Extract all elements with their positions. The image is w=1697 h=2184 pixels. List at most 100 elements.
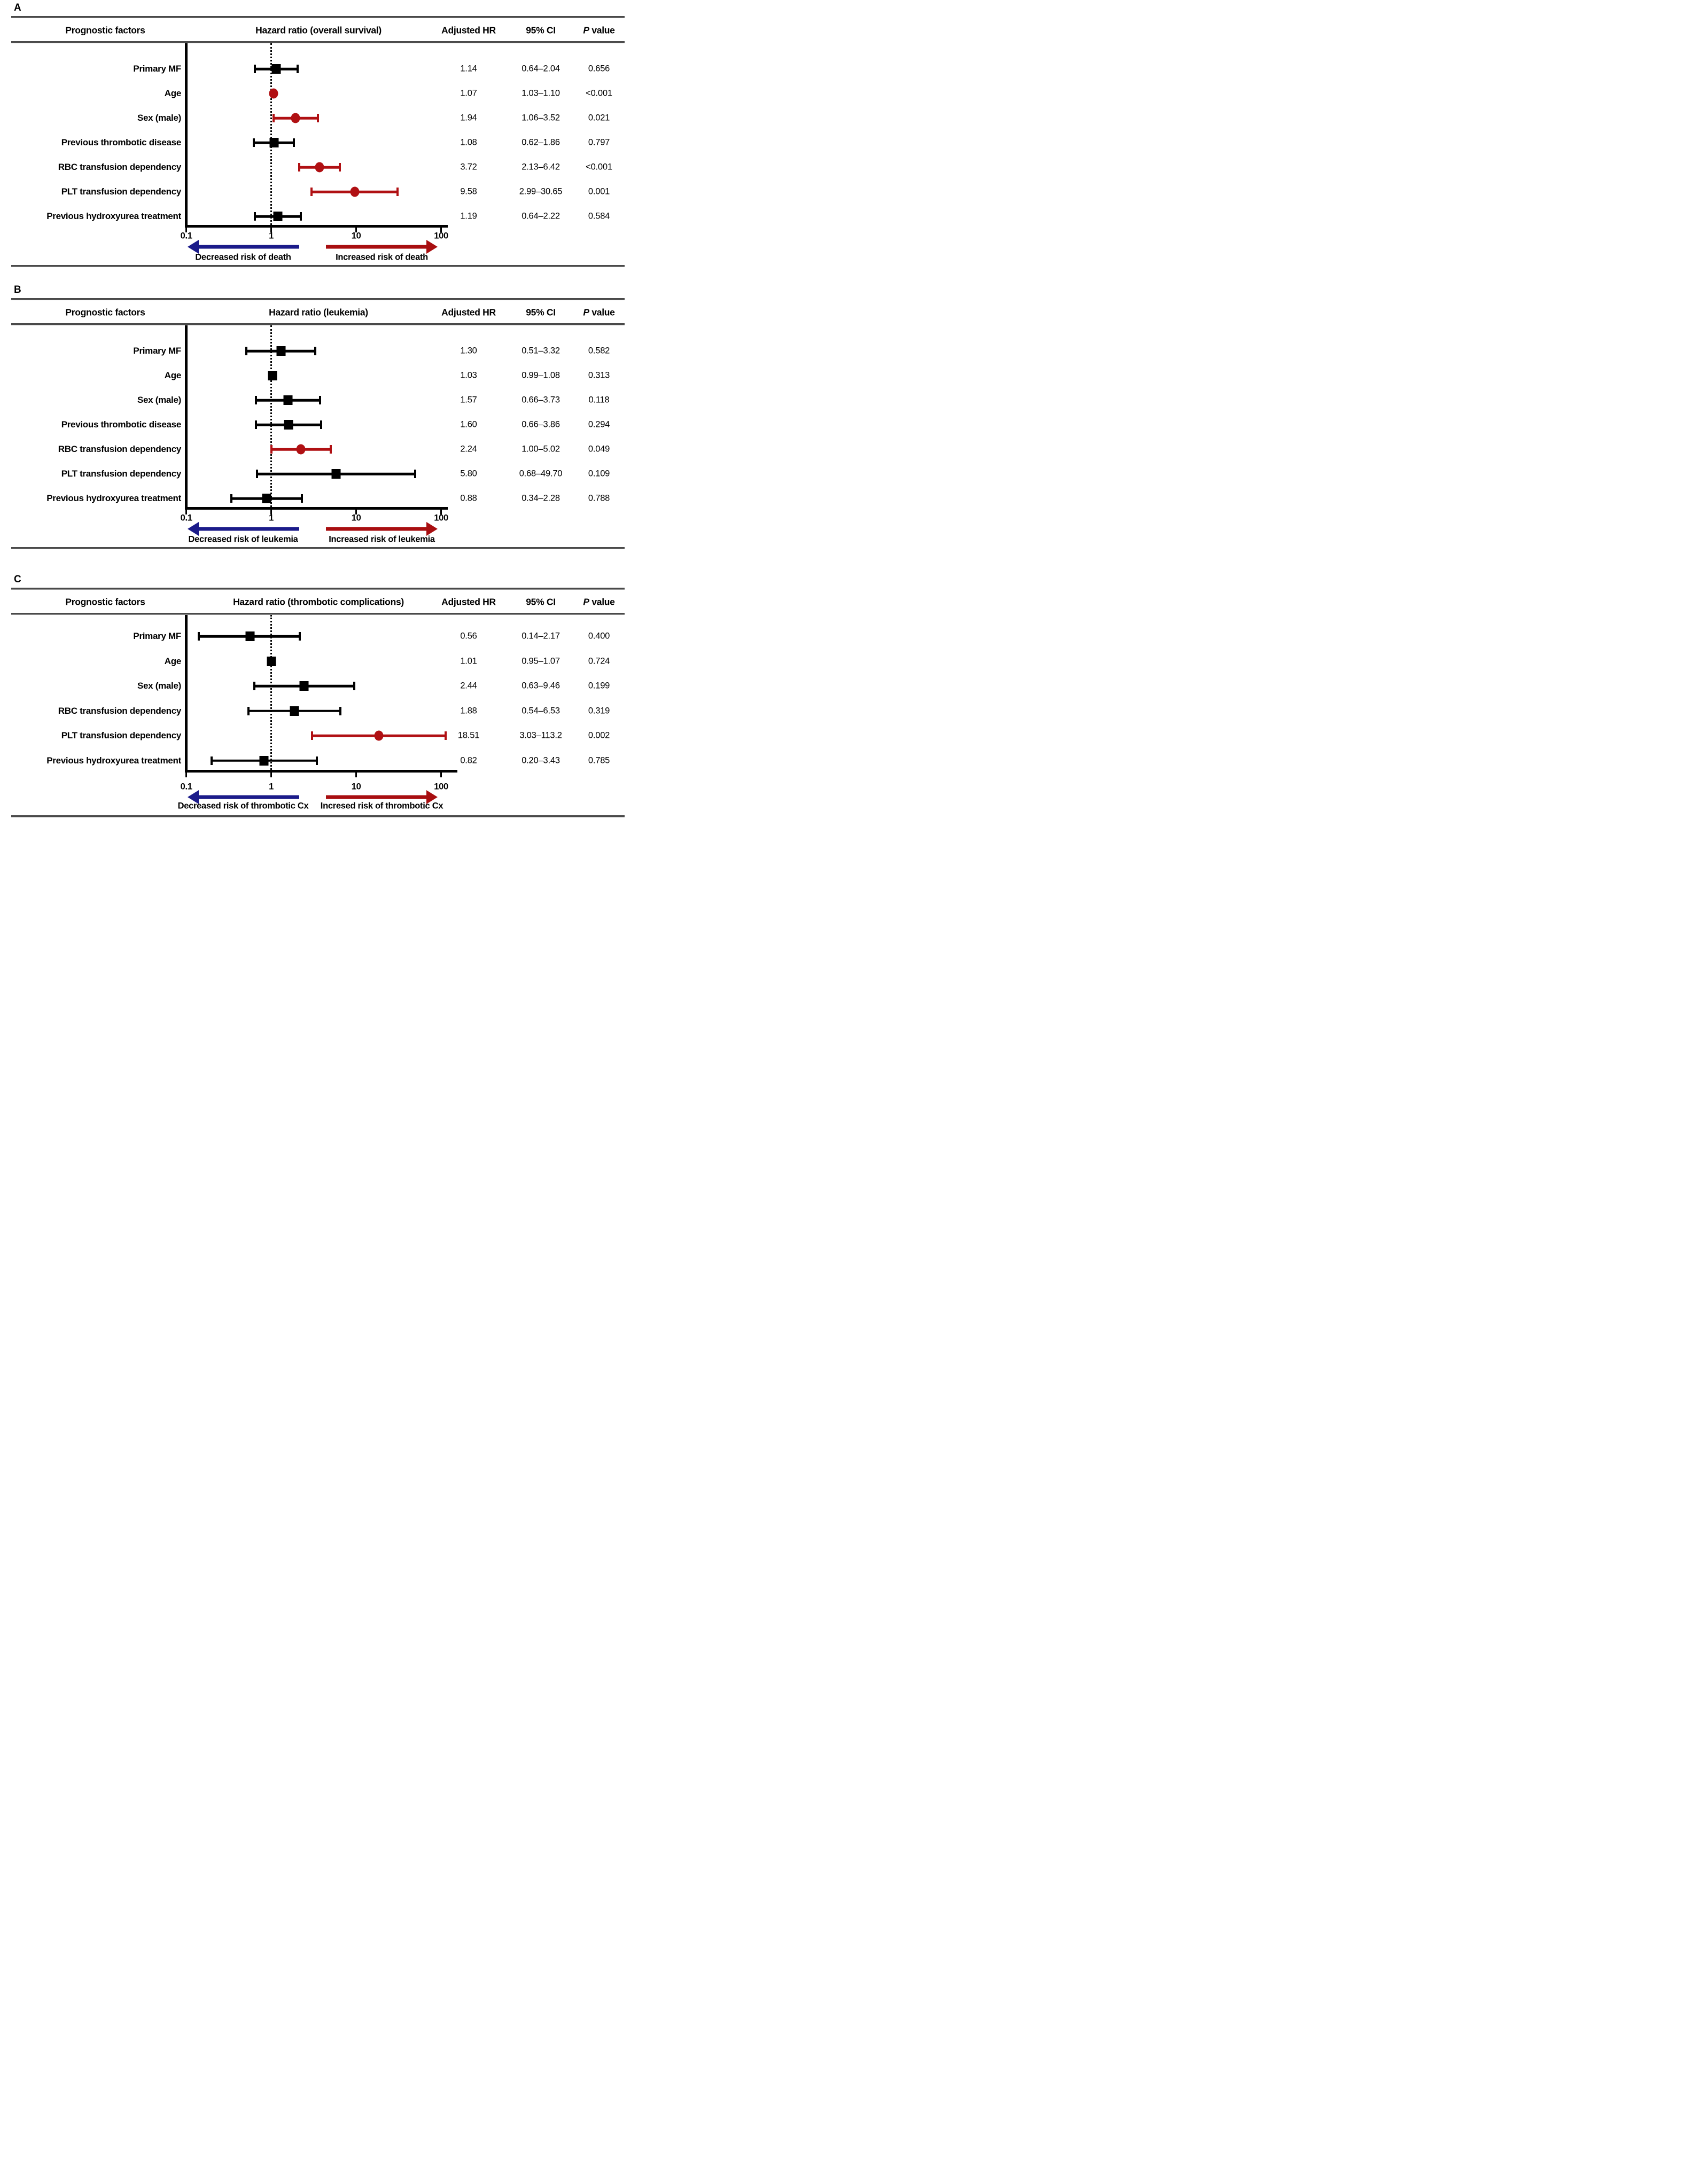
hr-marker-square	[290, 706, 299, 716]
forest-plot-figure: A Prognostic factors Hazard ratio (overall…	[0, 0, 636, 818]
value-ci: 0.66–3.86	[521, 419, 560, 430]
decrease-arrow-label: Decreased risk of death	[195, 252, 291, 262]
ci-cap-low	[253, 65, 256, 73]
reference-dotted-line	[270, 43, 273, 225]
row-label: Primary MF	[133, 631, 181, 641]
panel-label: B	[14, 284, 21, 295]
value-pvalue: 0.199	[588, 681, 610, 691]
row-label: Sex (male)	[137, 681, 181, 691]
hr-marker-square	[283, 395, 293, 405]
value-adjusted-hr: 0.56	[460, 631, 477, 641]
axis-tick	[270, 772, 273, 777]
axis-tick	[355, 772, 357, 777]
row-label: PLT transfusion dependency	[61, 730, 182, 740]
axis-tick	[270, 227, 273, 232]
value-pvalue: 0.021	[588, 113, 610, 123]
value-ci: 1.00–5.02	[521, 444, 560, 454]
ci-cap-high	[396, 188, 399, 196]
ci-cap-low	[298, 163, 300, 171]
plot-left-axis-line	[185, 615, 188, 770]
value-adjusted-hr: 1.60	[460, 419, 477, 430]
ci-cap-high	[316, 114, 319, 122]
plot-left-axis-line	[185, 43, 188, 225]
row-label: Primary MF	[133, 346, 181, 356]
panel-bottom-rule	[11, 265, 625, 267]
value-ci: 0.95–1.07	[521, 656, 560, 666]
value-adjusted-hr: 2.44	[460, 681, 477, 691]
decrease-arrow-label: Decreased risk of thrombotic Cx	[177, 801, 309, 811]
value-pvalue: 0.001	[588, 186, 610, 197]
header-rule-top	[11, 588, 625, 590]
value-pvalue: <0.001	[586, 88, 612, 98]
value-pvalue: 0.319	[588, 706, 610, 715]
axis-tick-label: 0.1	[180, 782, 192, 792]
row-label: PLT transfusion dependency	[61, 469, 182, 479]
panel-title: Hazard ratio (overall survival)	[255, 25, 382, 36]
value-ci: 0.62–1.86	[521, 137, 560, 147]
axis-tick	[440, 772, 442, 777]
value-ci: 0.64–2.04	[521, 64, 560, 74]
axis-tick	[440, 227, 442, 232]
value-ci: 0.66–3.73	[521, 395, 560, 405]
value-ci: 0.14–2.17	[521, 631, 560, 641]
column-header-pvalue: P value	[583, 25, 614, 36]
axis-tick-label: 0.1	[180, 231, 192, 241]
axis-tick	[185, 772, 188, 777]
axis-tick-label: 100	[434, 513, 448, 523]
hr-marker-square	[271, 64, 281, 74]
ci-cap-high	[338, 163, 341, 171]
value-pvalue: 0.656	[588, 64, 610, 74]
decrease-arrow-bar	[197, 527, 299, 531]
hr-marker-square	[273, 212, 283, 221]
value-adjusted-hr: 18.51	[457, 730, 480, 740]
value-pvalue: 0.313	[588, 370, 610, 380]
value-adjusted-hr: 1.30	[460, 346, 477, 356]
hr-marker-circle	[350, 186, 360, 197]
value-adjusted-hr: 2.24	[460, 444, 477, 454]
decrease-arrow-bar	[197, 795, 299, 799]
hr-marker-circle	[315, 162, 324, 173]
hr-marker-square	[269, 138, 279, 147]
hr-marker-square	[267, 656, 276, 666]
ci-cap-low	[247, 706, 250, 715]
value-pvalue: 0.118	[588, 395, 610, 405]
row-label: Sex (male)	[137, 395, 181, 405]
hr-marker-square	[284, 420, 293, 430]
axis-tick	[355, 227, 357, 232]
ci-cap-low	[254, 396, 257, 404]
decrease-arrow-head-icon	[187, 240, 199, 254]
value-adjusted-hr: 1.08	[460, 137, 477, 147]
panel-bottom-rule	[11, 815, 625, 817]
value-pvalue: 0.724	[588, 656, 610, 666]
axis-tick-label: 10	[351, 513, 361, 523]
ci-cap-high	[293, 138, 295, 147]
value-pvalue: <0.001	[586, 162, 612, 172]
value-adjusted-hr: 1.19	[460, 211, 477, 221]
value-adjusted-hr: 9.58	[460, 186, 477, 197]
row-label: RBC transfusion dependency	[58, 705, 182, 716]
value-adjusted-hr: 5.80	[460, 469, 477, 479]
increase-arrow-label: Increased risk of death	[336, 252, 428, 262]
decrease-arrow-bar	[197, 245, 299, 249]
value-pvalue: 0.584	[588, 211, 610, 221]
row-label: Previous thrombotic disease	[61, 419, 182, 430]
plot-left-axis-line	[185, 325, 188, 507]
hr-marker-circle	[291, 113, 300, 123]
axis-tick-label: 0.1	[180, 513, 192, 523]
value-pvalue: 0.785	[588, 755, 610, 765]
ci-cap-high	[320, 420, 322, 429]
row-label: Age	[164, 88, 182, 98]
value-adjusted-hr: 0.82	[460, 755, 477, 765]
value-pvalue: 0.109	[588, 469, 610, 479]
panel-label: A	[14, 2, 21, 13]
row-label: Previous hydroxyurea treatment	[46, 755, 181, 766]
row-label: Age	[164, 370, 182, 380]
value-pvalue: 0.049	[588, 444, 610, 454]
axis-tick	[185, 227, 188, 232]
row-label: Age	[164, 656, 182, 666]
panel-title: Hazard ratio (thrombotic complications)	[233, 596, 404, 607]
increase-arrow-head-icon	[426, 522, 438, 536]
column-header-factors: Prognostic factors	[65, 307, 145, 318]
column-header-ci: 95% CI	[526, 596, 556, 607]
value-pvalue: 0.788	[588, 493, 610, 503]
